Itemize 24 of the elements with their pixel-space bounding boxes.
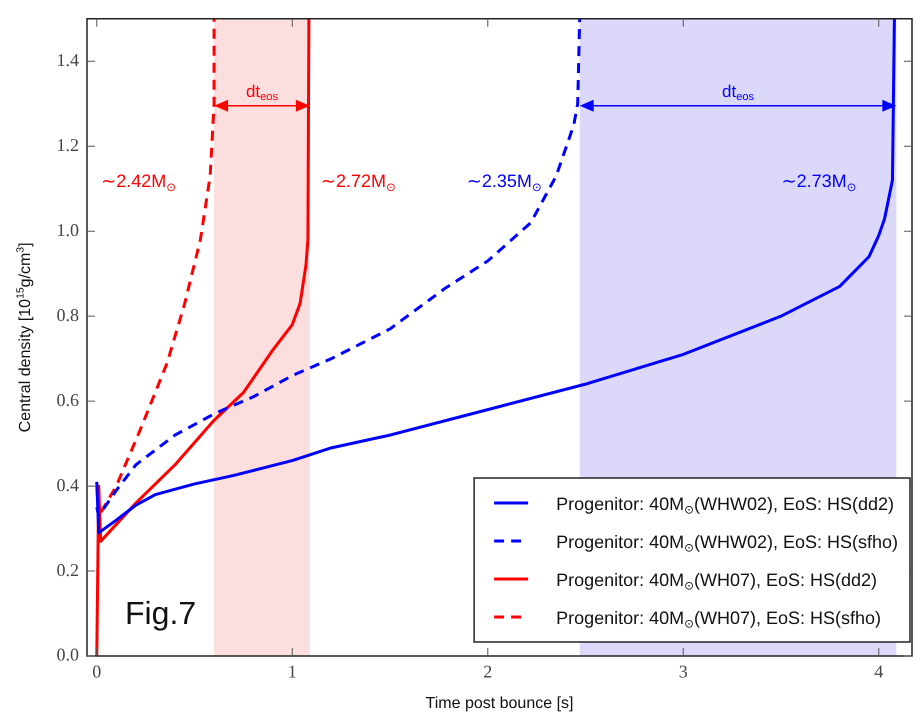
annotation: ∼2.42M⊙ [101, 171, 176, 194]
annotation: ∼2.35M⊙ [466, 171, 542, 194]
annotation: ∼2.73M⊙ [782, 171, 856, 194]
y-tick-label: 0.6 [56, 390, 79, 410]
x-tick-label: 1 [288, 662, 297, 682]
annotation: Fig.7 [125, 595, 196, 631]
x-tick-label: 3 [678, 662, 688, 682]
x-tick-label: 4 [874, 662, 884, 682]
annotation: ∼2.72M⊙ [320, 171, 396, 194]
y-tick-label: 1.2 [56, 134, 79, 155]
x-tick-label: 2 [483, 662, 492, 682]
y-axis-title: Central density [1015g/cm3] [16, 242, 34, 432]
legend-label: Progenitor: 40M⊙(WHW02), EoS: HS(dd2) [556, 494, 894, 517]
legend-label: Progenitor: 40M⊙(WH07), EoS: HS(dd2) [556, 570, 878, 593]
y-tick-label: 0.0 [56, 644, 79, 665]
y-tick-label: 1.4 [56, 50, 79, 70]
y-tick-label: 0.8 [56, 304, 79, 325]
y-tick-label: 0.2 [56, 560, 79, 580]
legend-label: Progenitor: 40M⊙(WH07), EoS: HS(sfho) [556, 608, 882, 631]
x-tick-label: 0 [92, 662, 102, 682]
y-tick-label: 1.0 [56, 220, 79, 240]
legend-label: Progenitor: 40M⊙(WHW02), EoS: HS(sfho) [556, 532, 898, 555]
y-tick-label: 0.4 [56, 474, 79, 495]
x-axis-title: Time post bounce [s] [426, 695, 574, 712]
